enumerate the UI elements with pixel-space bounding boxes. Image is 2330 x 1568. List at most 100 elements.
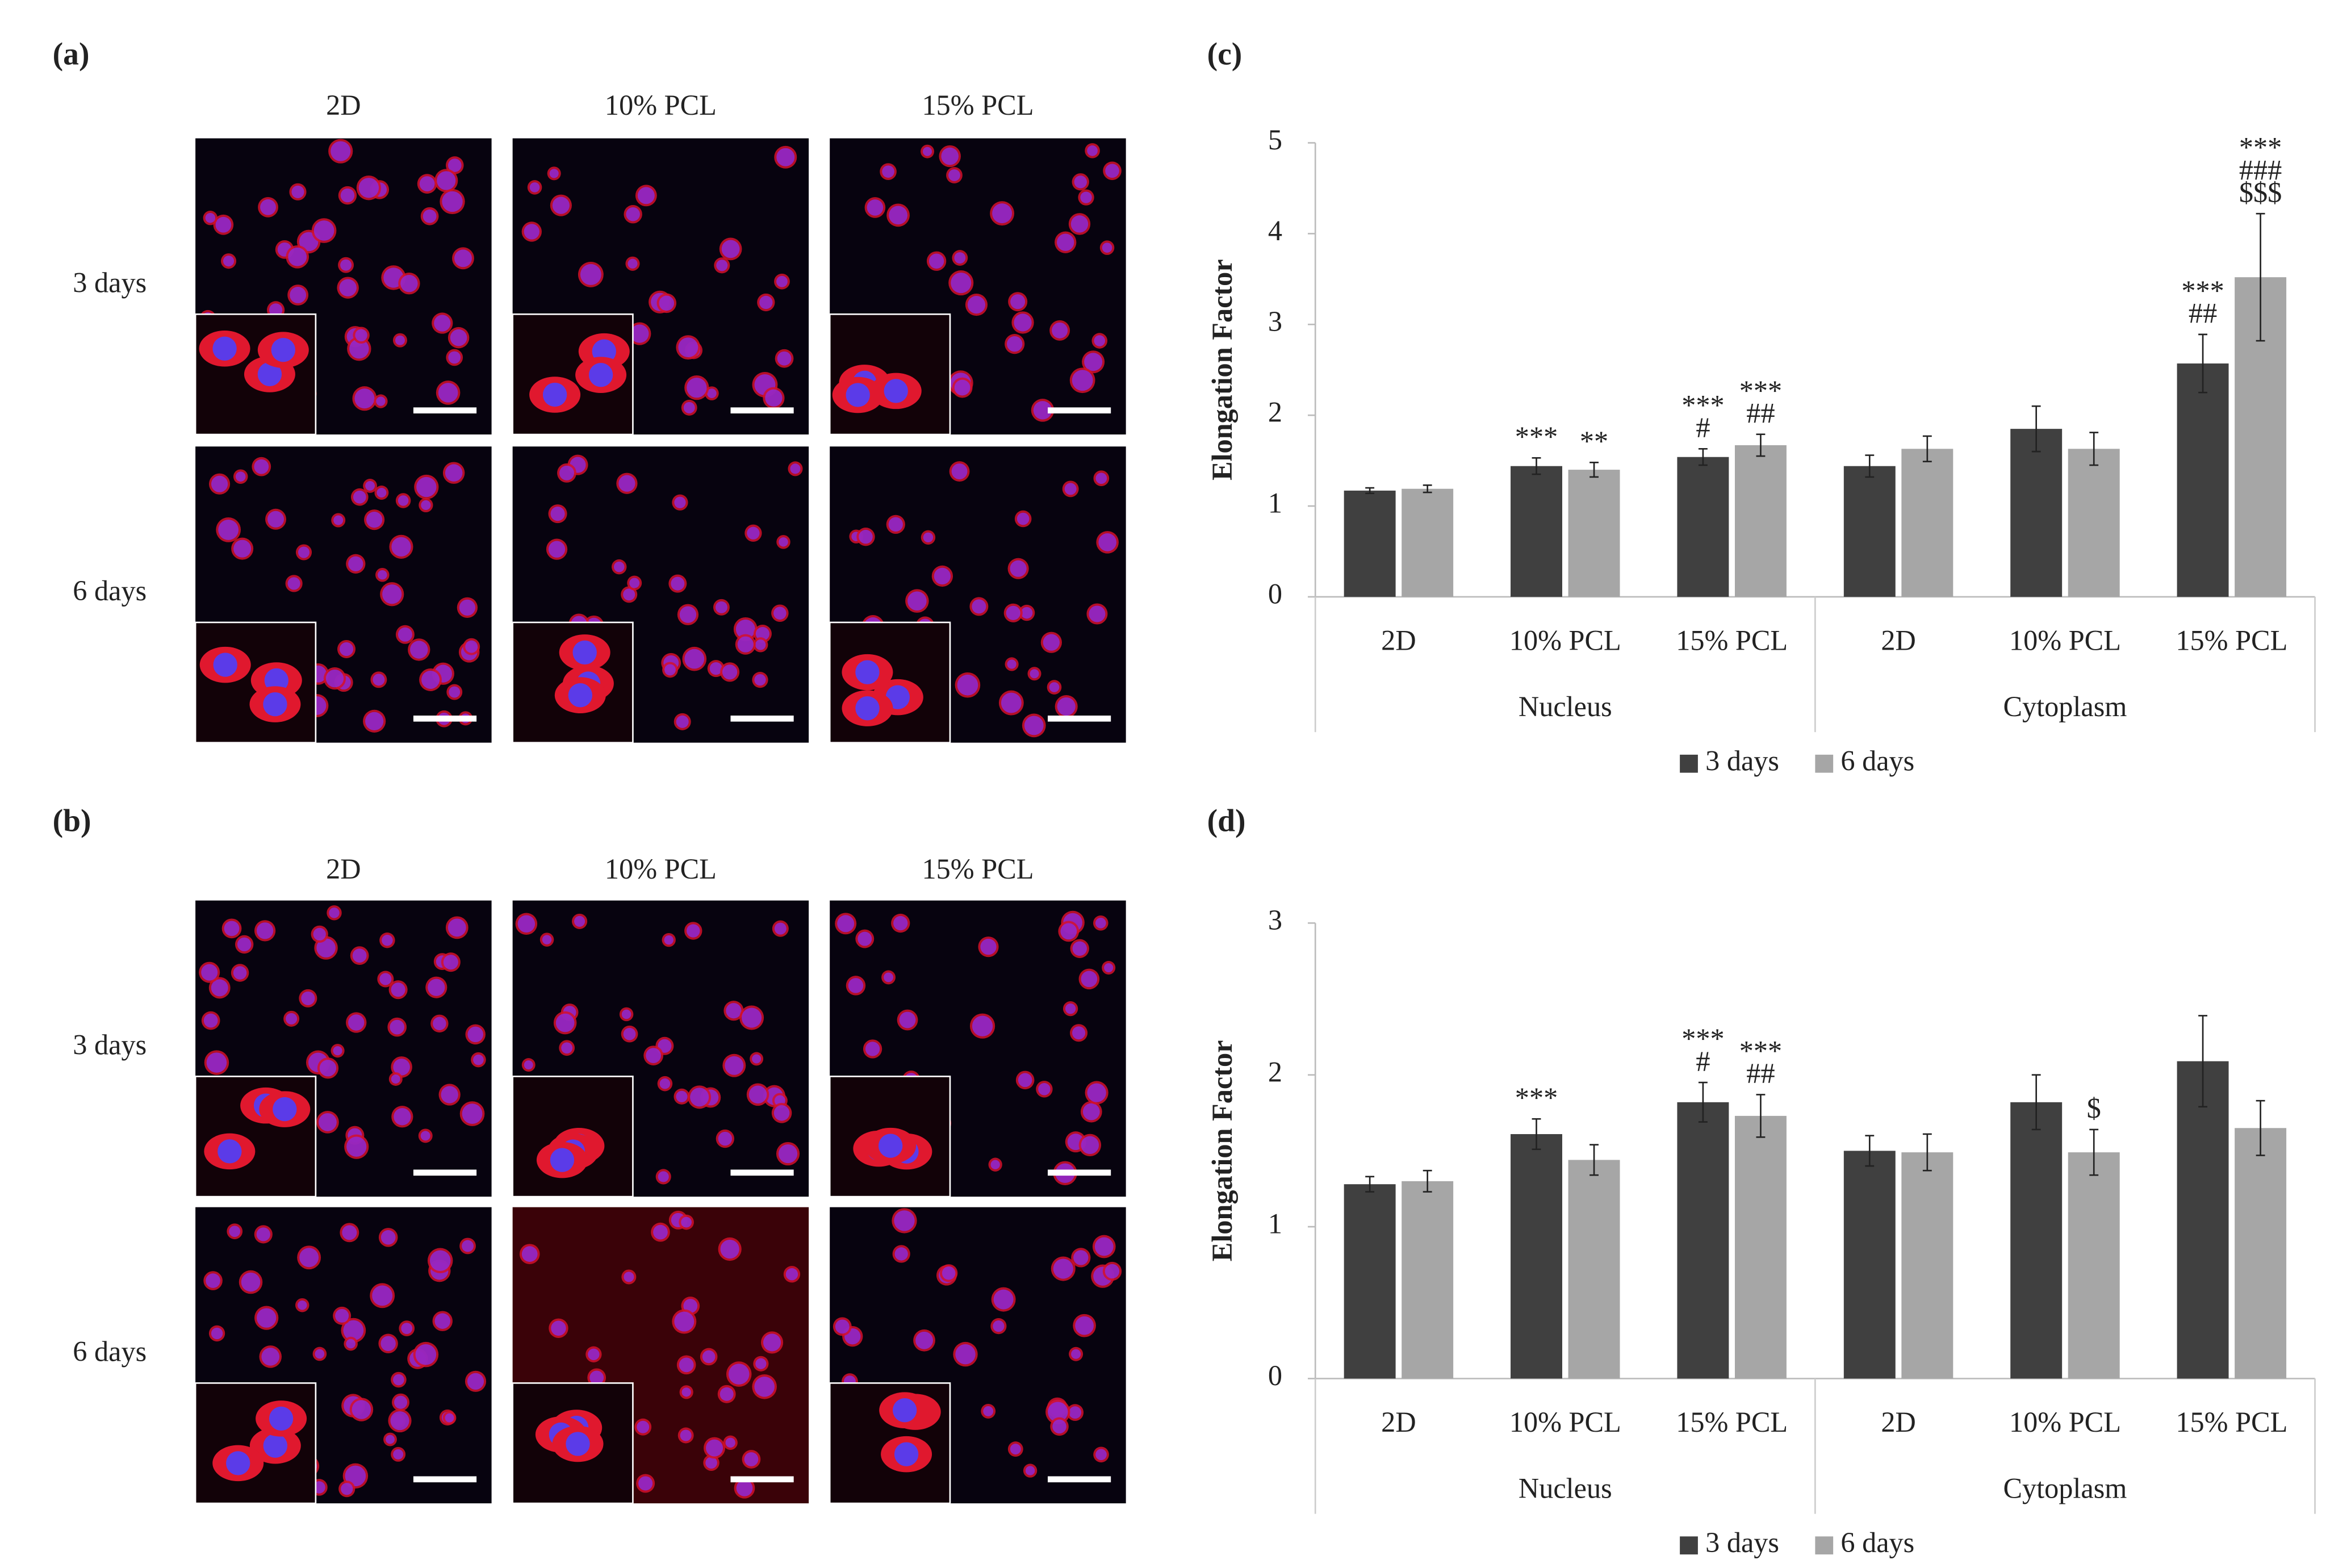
- panel-label: (a): [53, 36, 90, 72]
- nucleus: [702, 1350, 716, 1364]
- nucleus: [993, 1320, 1005, 1332]
- x-tick-label: 10% PCL: [2009, 1406, 2121, 1438]
- inset-nucleus: [217, 1139, 242, 1164]
- bar: [2010, 429, 2063, 597]
- nucleus: [313, 927, 326, 941]
- nucleus: [529, 182, 540, 193]
- nucleus: [763, 1333, 781, 1352]
- inset-nucleus: [263, 1433, 287, 1458]
- nucleus: [721, 240, 740, 258]
- nucleus: [1065, 1003, 1076, 1014]
- row-label: 3 days: [73, 1029, 147, 1061]
- nucleus: [681, 1387, 691, 1397]
- nucleus: [1087, 1083, 1106, 1102]
- nucleus: [524, 1060, 533, 1070]
- nucleus: [664, 664, 676, 676]
- panel-label: (c): [1207, 36, 1243, 72]
- nucleus: [646, 1048, 662, 1063]
- significance-marker: $: [2087, 1093, 2101, 1124]
- nucleus: [777, 351, 792, 366]
- nucleus: [618, 475, 635, 492]
- nucleus: [301, 991, 315, 1005]
- bar: [2177, 363, 2229, 597]
- inset-nucleus: [572, 640, 597, 665]
- nucleus: [835, 1319, 850, 1334]
- nucleus: [742, 1007, 762, 1028]
- inset-nucleus: [273, 1097, 297, 1122]
- nucleus: [201, 964, 218, 981]
- nucleus: [653, 1224, 668, 1240]
- nucleus: [638, 1476, 653, 1491]
- nucleus: [1080, 191, 1092, 203]
- nucleus: [339, 279, 357, 296]
- nucleus: [678, 337, 698, 358]
- nucleus: [391, 1074, 400, 1084]
- nucleus: [1069, 1406, 1082, 1419]
- nucleus: [1010, 560, 1027, 577]
- nucleus: [215, 216, 232, 233]
- panel-label: (b): [53, 803, 91, 838]
- nucleus: [1017, 512, 1030, 525]
- nucleus: [726, 1003, 742, 1019]
- x-tick-label: 2D: [1381, 625, 1416, 657]
- nucleus: [462, 1103, 483, 1124]
- nucleus: [459, 599, 476, 616]
- error-bar: [1756, 433, 1766, 457]
- nucleus: [747, 526, 760, 540]
- nucleus: [1001, 692, 1022, 713]
- legend-label: 6 days: [1840, 1527, 1914, 1558]
- column-label: 2D: [326, 89, 361, 121]
- nucleus: [393, 1374, 404, 1386]
- inset-nucleus: [226, 1451, 250, 1475]
- nucleus: [421, 670, 440, 689]
- nucleus: [443, 955, 458, 970]
- micrograph: [194, 1207, 492, 1504]
- micrograph: [512, 1207, 809, 1504]
- y-axis-label: Elongation Factor: [1206, 1040, 1238, 1262]
- inset-nucleus: [271, 337, 295, 362]
- nucleus: [267, 511, 285, 528]
- nucleus: [1084, 353, 1103, 371]
- inset-nucleus: [550, 1148, 575, 1172]
- nucleus: [288, 247, 307, 266]
- nucleus: [1094, 335, 1106, 346]
- nucleus: [613, 561, 625, 572]
- y-axis-label: Elongation Factor: [1206, 259, 1238, 480]
- nucleus: [720, 1387, 734, 1401]
- micrograph: [829, 446, 1126, 744]
- significance-marker: ##: [1746, 398, 1775, 429]
- nucleus: [1081, 971, 1098, 988]
- inset-nucleus: [893, 1398, 917, 1423]
- legend-swatch: [1680, 1536, 1698, 1555]
- error-bar: [1756, 1094, 1766, 1138]
- bar: [2068, 1152, 2120, 1379]
- nucleus: [286, 1013, 298, 1025]
- nucleus: [705, 1457, 717, 1469]
- bar: [1511, 466, 1562, 597]
- nucleus: [376, 396, 386, 406]
- nucleus: [261, 1348, 280, 1366]
- nucleus: [342, 1225, 357, 1240]
- nucleus: [434, 315, 451, 332]
- inset-nucleus: [566, 1432, 590, 1456]
- nucleus: [447, 158, 462, 172]
- micrograph: [829, 900, 1126, 1198]
- nucleus: [1094, 1237, 1114, 1256]
- nucleus: [683, 1299, 698, 1313]
- nucleus: [1010, 294, 1026, 310]
- nucleus: [380, 1230, 396, 1245]
- nucleus: [1095, 1449, 1107, 1461]
- nucleus: [857, 931, 872, 946]
- nucleus: [1053, 1258, 1073, 1279]
- x-tick-label: 2D: [1881, 625, 1915, 657]
- nucleus: [683, 402, 695, 413]
- nucleus: [229, 1226, 241, 1237]
- significance-marker: ##: [2189, 298, 2217, 329]
- group-label: Cytoplasm: [2003, 691, 2127, 722]
- nucleus: [674, 1311, 695, 1332]
- y-tick-label: 1: [1268, 1208, 1282, 1240]
- nucleus: [256, 1227, 270, 1241]
- error-bar: [2089, 432, 2099, 466]
- error-bar: [1922, 1133, 1932, 1172]
- nucleus: [1075, 1316, 1094, 1335]
